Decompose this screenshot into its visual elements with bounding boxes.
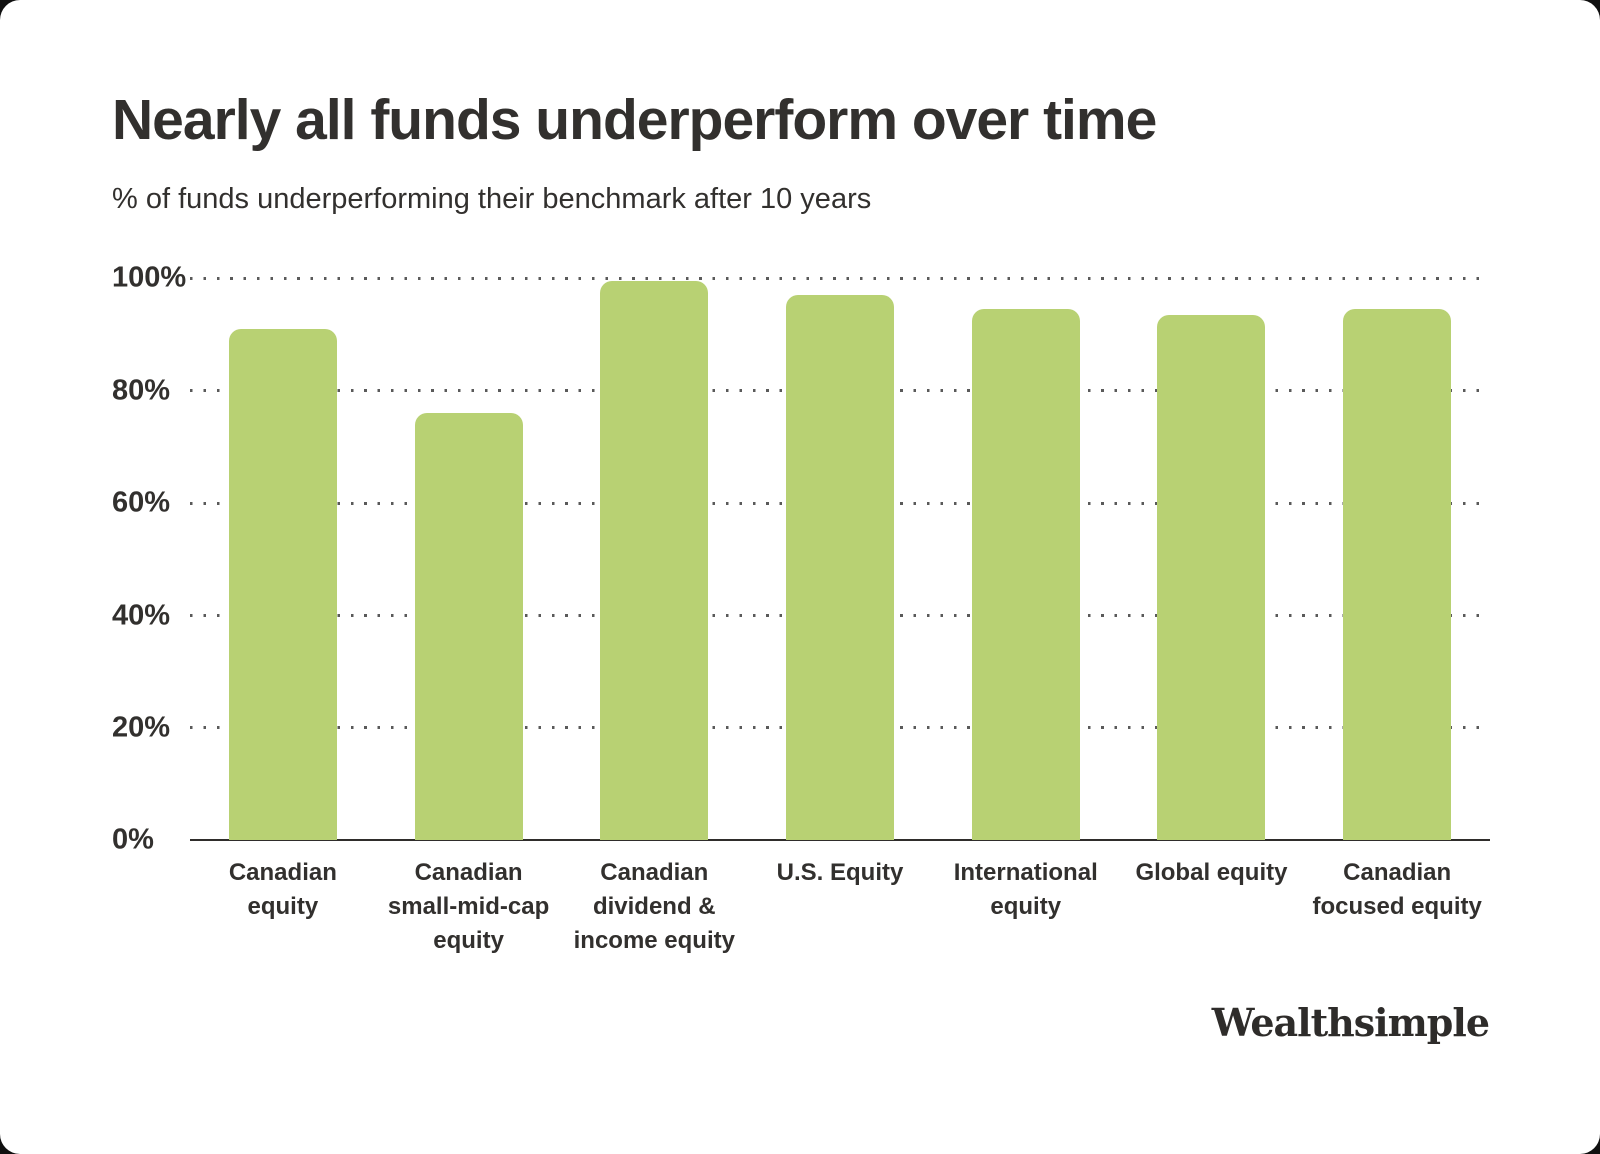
gridline [190,276,1490,280]
chart-title: Nearly all funds underperform over time [112,88,1157,152]
y-axis-tick-label: 20% [112,711,171,744]
wealthsimple-logo: Wealthsimple [1211,1000,1490,1045]
bar-column [933,278,1119,841]
bar-canadian-dividend-income-equity [600,281,709,841]
chart-content: Nearly all funds underperform over time … [112,88,1490,957]
bar-column [1119,278,1305,841]
bar-column [747,278,933,841]
bar-column [190,278,376,841]
y-axis-tick-label: 0% [112,823,154,856]
bar-global-equity [1157,314,1266,841]
bar-canadian-focused-equity [1343,309,1452,841]
bar-column [1304,278,1490,841]
bars-layer [190,278,1490,841]
x-axis-label: Global equity [1135,859,1288,887]
x-axis-label: International equity [953,859,1098,920]
x-axis-label: U.S. Equity [776,859,904,887]
chart-subtitle: % of funds underperforming their benchma… [112,182,872,215]
bar-u-s-equity [786,295,895,841]
x-axis-labels: Canadian equity Canadian small-mid-cap eq… [190,856,1490,957]
y-axis-tick-label: 60% [112,486,171,519]
x-axis-label: Canadian equity [228,859,337,920]
bar-chart: 100% 80% 60% 40% 20% 0% Canadian equity Canadi… [112,262,1490,957]
bar-canadian-small-mid-cap-equity [414,413,523,841]
x-axis-label: Canadian focused equity [1312,859,1482,920]
bar-column [376,278,562,841]
y-axis-tick-label: 40% [112,599,171,632]
x-axis-label: Canadian dividend & income equity [573,859,735,954]
x-axis-baseline [190,839,1490,842]
bar-international-equity [971,309,1080,841]
x-axis-label: Canadian small-mid-cap equity [387,859,550,954]
bar-canadian-equity [228,328,337,841]
plot-area: 100% 80% 60% 40% 20% 0% [112,262,1490,856]
bar-column [561,278,747,841]
y-axis-tick-label: 80% [112,374,171,407]
y-axis-tick-label: 100% [112,261,187,294]
